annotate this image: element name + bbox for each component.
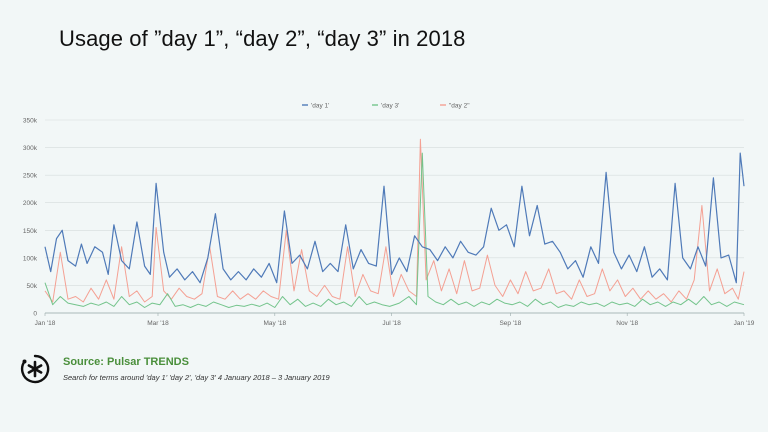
- source-label: Source: Pulsar TRENDS: [63, 356, 189, 368]
- y-tick-label: 100k: [23, 255, 38, 262]
- x-tick-label: May '18: [264, 320, 287, 327]
- y-tick-label: 250k: [23, 173, 38, 180]
- y-tick-label: 300k: [23, 145, 38, 152]
- legend-item-1[interactable]: 'day 3': [372, 103, 399, 110]
- legend-label: "day 2": [449, 103, 470, 110]
- chart-gridlines: [45, 119, 744, 314]
- x-tick-label: Jan '19: [734, 320, 755, 327]
- y-tick-label: 150k: [23, 228, 38, 235]
- legend-label: 'day 3': [381, 103, 399, 110]
- legend-item-0[interactable]: 'day 1': [302, 103, 329, 110]
- chart-legend[interactable]: 'day 1' 'day 3' "day 2": [302, 103, 470, 110]
- legend-item-2[interactable]: "day 2": [440, 103, 470, 110]
- source-description: Search for terms around 'day 1' 'day 2',…: [63, 373, 330, 382]
- line-chart: 0 50k 100k 150k 200k 250k 300k 350k Jan '18 Mar '…: [23, 103, 755, 328]
- series-line-1: [44, 152, 745, 308]
- x-tick-label: Jul '18: [382, 320, 401, 327]
- chart-axes: 0 50k 100k 150k 200k 250k 300k 350k Jan '18 Mar '…: [23, 118, 755, 328]
- y-tick-label: 200k: [23, 200, 38, 207]
- x-tick-label: Nov '18: [616, 320, 638, 327]
- x-tick-label: Jan '18: [35, 320, 56, 327]
- pulsar-asterisk-icon: [20, 354, 50, 384]
- series-line-2: [44, 138, 745, 303]
- x-tick-label: Mar '18: [147, 320, 169, 327]
- y-tick-label: 350k: [23, 118, 38, 125]
- series-line-0: [44, 152, 745, 284]
- legend-label: 'day 1': [311, 103, 329, 110]
- chart-series: [44, 138, 745, 308]
- x-tick-label: Sep '18: [499, 320, 521, 327]
- page-title: Usage of ”day 1”, “day 2”, “day 3” in 20…: [59, 26, 466, 51]
- y-tick-label: 50k: [27, 283, 38, 290]
- y-tick-label: 0: [33, 311, 37, 318]
